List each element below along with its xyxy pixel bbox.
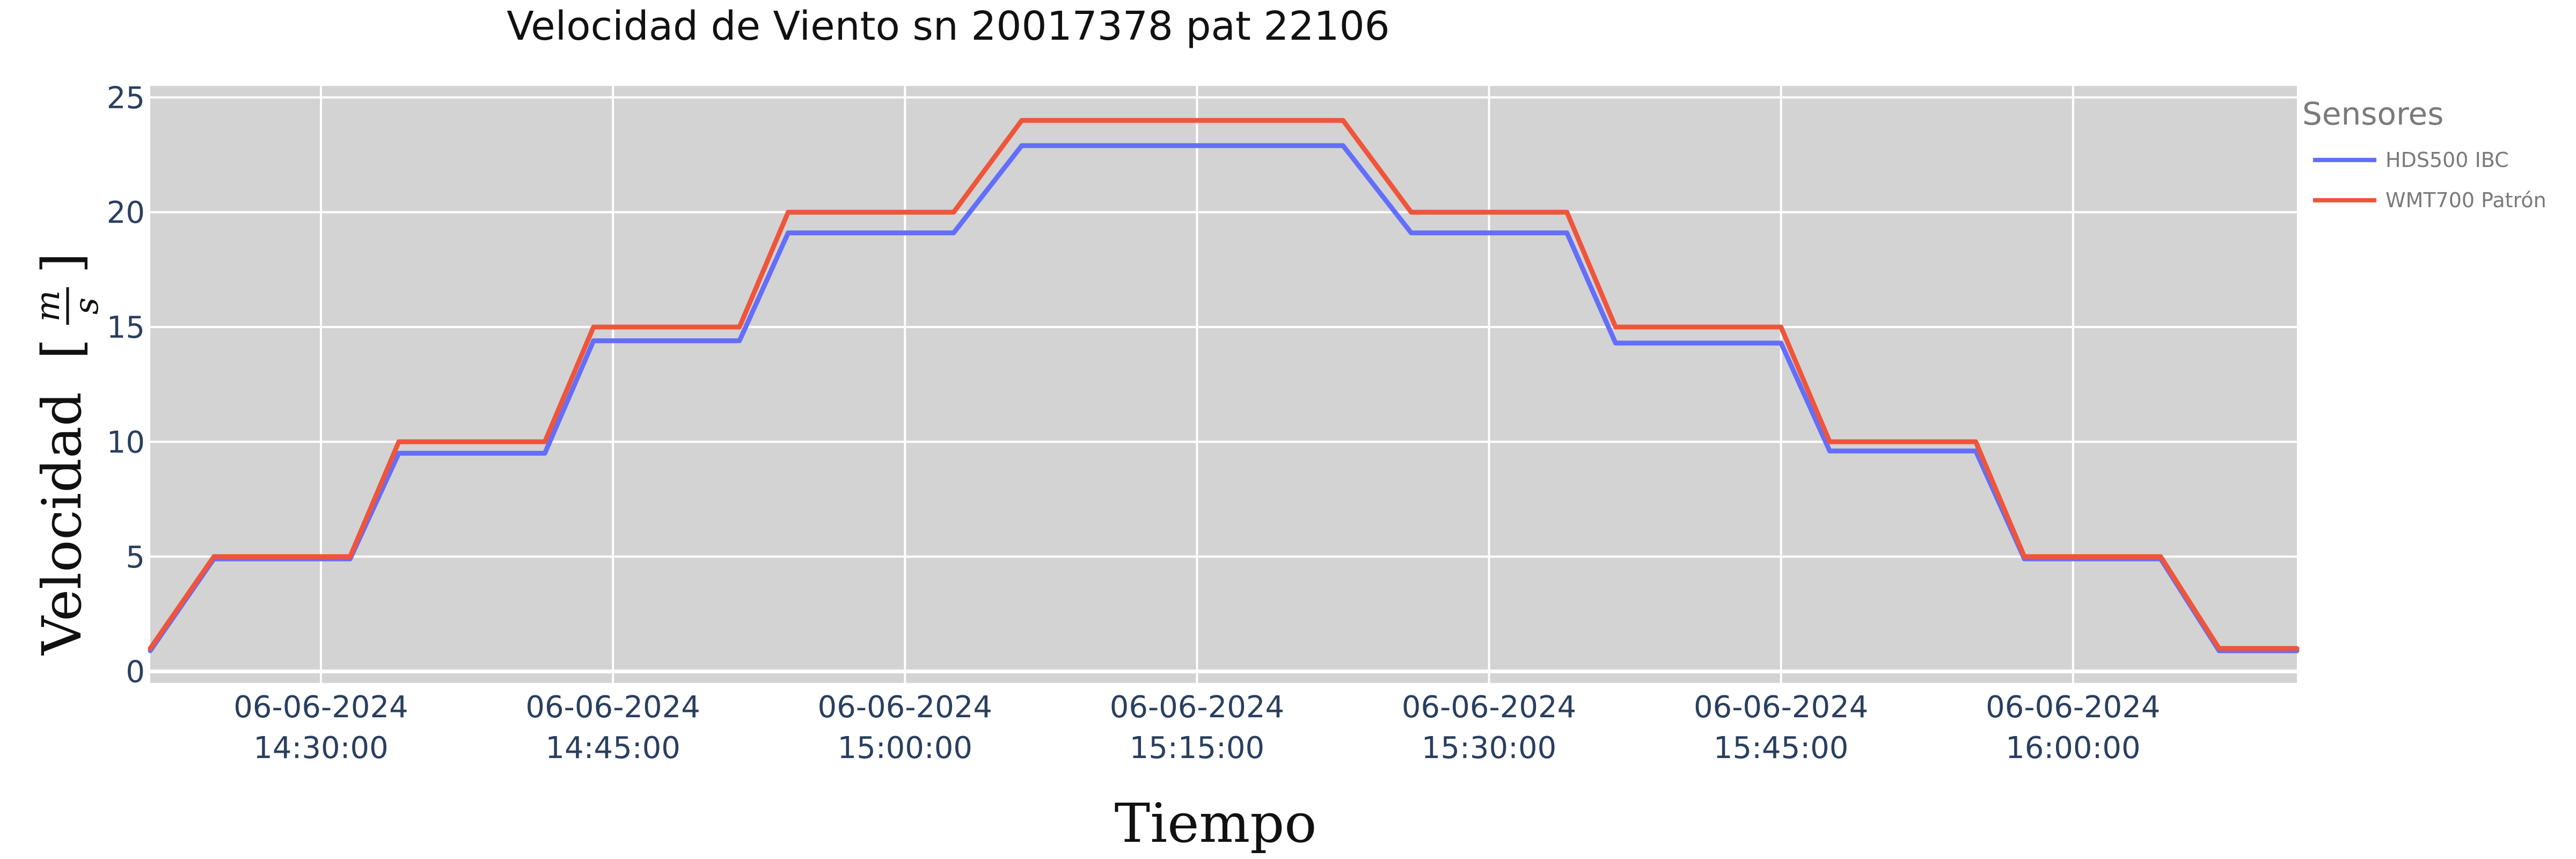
x-tick-label-date: 06-06-2024 xyxy=(525,690,700,725)
x-tick-label-time: 15:00:00 xyxy=(838,731,973,766)
x-tick-label-time: 15:45:00 xyxy=(1714,731,1849,766)
y-tick-label: 0 xyxy=(126,655,145,690)
chart-title: Velocidad de Viento sn 20017378 pat 2210… xyxy=(507,3,1390,49)
legend-label-hds500: HDS500 IBC xyxy=(2385,148,2509,172)
y-tick-labels: 0 5 10 15 20 25 xyxy=(107,81,145,689)
x-tick-label-date: 06-06-2024 xyxy=(1694,690,1868,725)
x-tick-label-date: 06-06-2024 xyxy=(818,690,992,725)
y-tick-label: 25 xyxy=(107,81,145,115)
x-tick-label-date: 06-06-2024 xyxy=(1986,690,2160,725)
x-tick-label-time: 15:15:00 xyxy=(1130,731,1265,766)
x-tick-label-date: 06-06-2024 xyxy=(233,690,408,725)
y-tick-label: 20 xyxy=(107,195,145,230)
unit-bracket-right: ] xyxy=(31,252,93,273)
x-tick-labels: 06-06-2024 14:30:00 06-06-2024 14:45:00 06-0… xyxy=(233,690,2160,766)
y-axis-unit: [ m s ] xyxy=(28,252,106,359)
x-tick-label-time: 14:30:00 xyxy=(253,731,389,766)
legend-label-wmt700: WMT700 Patrón xyxy=(2385,188,2546,212)
legend-title: Sensores xyxy=(2302,96,2443,132)
series-line-wmt700-patron xyxy=(148,118,2300,651)
x-tick-label-date: 06-06-2024 xyxy=(1110,690,1284,725)
x-tick-label-date: 06-06-2024 xyxy=(1402,690,1576,725)
x-tick-label-time: 15:30:00 xyxy=(1422,731,1557,766)
y-tick-label: 10 xyxy=(107,425,145,460)
y-tick-label: 5 xyxy=(126,540,145,575)
unit-bracket-left: [ xyxy=(31,338,93,359)
y-axis-label: Velocidad [ m s ] xyxy=(28,252,106,656)
y-tick-label: 15 xyxy=(107,310,145,345)
x-tick-label-time: 14:45:00 xyxy=(545,731,680,766)
unit-numerator: m xyxy=(28,290,67,322)
legend: Sensores HDS500 IBC WMT700 Patrón xyxy=(2302,96,2546,212)
plot-area-background xyxy=(150,86,2297,683)
x-axis-label: Tiempo xyxy=(1115,792,1317,855)
x-tick-label-time: 16:00:00 xyxy=(2006,731,2141,766)
unit-denominator: s xyxy=(67,297,106,315)
series-lines xyxy=(148,118,2300,653)
y-axis-label-text: Velocidad xyxy=(31,392,93,656)
